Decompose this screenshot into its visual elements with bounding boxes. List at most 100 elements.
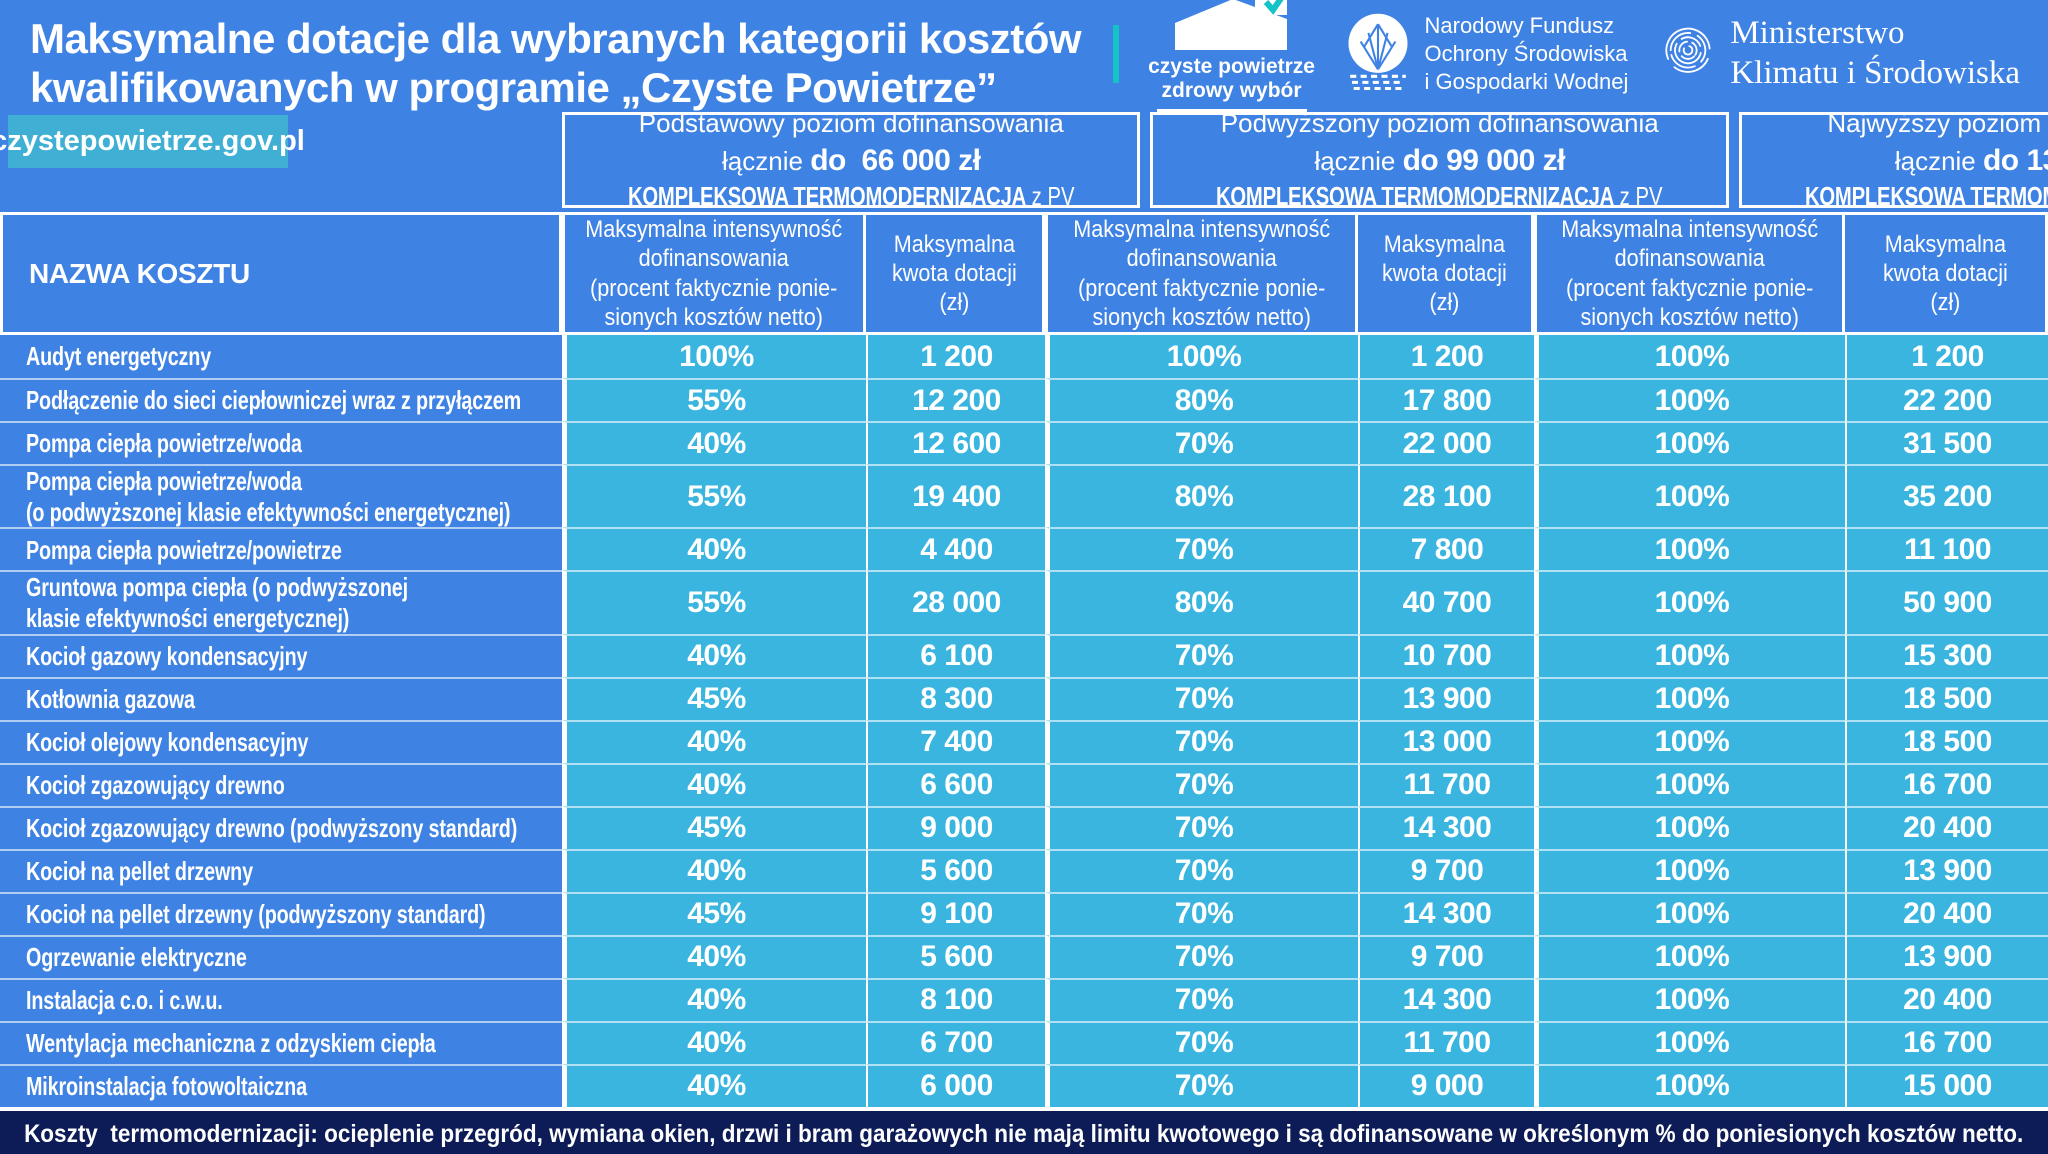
footer-note-bar: Koszty termomodernizacji: ocieplenie prz… bbox=[0, 1106, 2048, 1154]
cost-name: Kocioł olejowy kondensacyjny bbox=[26, 726, 309, 757]
elevated-level-subtitle: KOMPLEKSOWA TERMOMODERNIZACJA z PV bbox=[1216, 180, 1663, 214]
elevated-intensity-value: 70% bbox=[1045, 977, 1358, 1021]
nfosigw-logo-text: Narodowy Fundusz Ochrony Środowiska i Go… bbox=[1424, 13, 1629, 94]
tree-water-icon bbox=[1345, 12, 1411, 97]
cost-name-cell: Kocioł zgazowujący drewno (podwyższony s… bbox=[0, 805, 562, 849]
elevated-amount-value: 9 700 bbox=[1358, 934, 1534, 978]
basic-amount-header-text: Maksymalna kwota dotacji (zł) bbox=[891, 230, 1017, 317]
table-row: Instalacja c.o. i c.w.u. 40% 8 100 70% 1… bbox=[0, 977, 2048, 1021]
elevated-intensity-value: 80% bbox=[1045, 464, 1358, 528]
elevated-amount-value: 28 100 bbox=[1358, 464, 1534, 528]
cost-name-cell: Kotłownia gazowa bbox=[0, 676, 562, 720]
basic-amount-value: 5 600 bbox=[866, 848, 1045, 892]
cost-name: Pompa ciepła powietrze/woda (o podwyższo… bbox=[26, 466, 511, 527]
table-row: Kocioł zgazowujący drewno 40% 6 600 70% … bbox=[0, 762, 2048, 806]
basic-amount-value: 4 400 bbox=[866, 527, 1045, 571]
basic-level-subtitle-suffix: z PV bbox=[1026, 180, 1075, 211]
cost-name: Podłączenie do sieci ciepłowniczej wraz … bbox=[26, 385, 522, 416]
gov-link-badge[interactable]: czystepowietrze.gov.pl bbox=[0, 115, 305, 168]
basic-intensity-value: 55% bbox=[562, 464, 866, 528]
cost-name: Audyt energetyczny bbox=[26, 341, 212, 372]
basic-amount-value: 9 100 bbox=[866, 891, 1045, 935]
highest-intensity-value: 100% bbox=[1534, 421, 1845, 465]
basic-level-header: Podstawowy poziom dofinansowania łącznie… bbox=[562, 108, 1141, 211]
highest-amount-value: 18 500 bbox=[1845, 676, 2048, 720]
teal-divider bbox=[1112, 25, 1119, 83]
table-row: Wentylacja mechaniczna z odzyskiem ciepł… bbox=[0, 1020, 2048, 1064]
elevated-level-subtitle-bold: KOMPLEKSOWA TERMOMODERNIZACJA bbox=[1216, 180, 1615, 211]
basic-intensity-value: 45% bbox=[562, 676, 866, 720]
elevated-amount-value: 10 700 bbox=[1358, 633, 1534, 677]
cost-name-cell: Instalacja c.o. i c.w.u. bbox=[0, 977, 562, 1021]
elevated-amount-header: Maksymalna kwota dotacji (zł) bbox=[1358, 212, 1534, 336]
cost-name: Kocioł gazowy kondensacyjny bbox=[26, 640, 308, 671]
elevated-amount-value: 7 800 bbox=[1358, 527, 1534, 571]
basic-level-total: łącznie do 66 000 zł bbox=[722, 141, 981, 180]
highest-amount-value: 15 300 bbox=[1845, 633, 2048, 677]
elevated-intensity-value: 70% bbox=[1045, 1020, 1358, 1064]
ministry-logo: Ministerstwo Klimatu i Środowiska bbox=[1662, 14, 2020, 93]
highest-intensity-value: 100% bbox=[1534, 848, 1845, 892]
elevated-amount-value: 22 000 bbox=[1358, 421, 1534, 465]
table-row: Kotłownia gazowa 45% 8 300 70% 13 900 10… bbox=[0, 676, 2048, 720]
table-row: Kocioł olejowy kondensacyjny 40% 7 400 7… bbox=[0, 719, 2048, 763]
header-logos: czyste powietrze zdrowy wybór bbox=[1112, 0, 2020, 117]
cost-name-cell: Mikroinstalacja fotowoltaiczna bbox=[0, 1063, 562, 1107]
table-row: Kocioł gazowy kondensacyjny 40% 6 100 70… bbox=[0, 633, 2048, 677]
basic-amount-value: 6 600 bbox=[866, 762, 1045, 806]
highest-intensity-value: 100% bbox=[1534, 464, 1845, 528]
czyste-powietrze-logo: czyste powietrze zdrowy wybór bbox=[1148, 0, 1315, 117]
highest-intensity-value: 100% bbox=[1534, 527, 1845, 571]
table-row: Ogrzewanie elektryczne 40% 5 600 70% 9 7… bbox=[0, 934, 2048, 978]
highest-amount-value: 16 700 bbox=[1845, 1020, 2048, 1064]
band: czystepowietrze.gov.pl Podstawowy poziom… bbox=[0, 108, 2048, 212]
subheader-row: NAZWA KOSZTU Maksymalna intensywność dof… bbox=[0, 212, 2048, 336]
basic-amount-value: 7 400 bbox=[866, 719, 1045, 763]
elevated-intensity-value: 70% bbox=[1045, 421, 1358, 465]
highest-intensity-value: 100% bbox=[1534, 934, 1845, 978]
basic-intensity-value: 55% bbox=[562, 570, 866, 634]
highest-amount-value: 20 400 bbox=[1845, 805, 2048, 849]
header: Maksymalne dotacje dla wybranych kategor… bbox=[0, 0, 2048, 117]
elevated-amount-value: 1 200 bbox=[1358, 335, 1534, 379]
table-row: Gruntowa pompa ciepła (o podwyższonej kl… bbox=[0, 570, 2048, 634]
cost-name-cell: Gruntowa pompa ciepła (o podwyższonej kl… bbox=[0, 570, 562, 634]
elevated-intensity-value: 70% bbox=[1045, 527, 1358, 571]
cost-name-cell: Kocioł na pellet drzewny (podwyższony st… bbox=[0, 891, 562, 935]
basic-intensity-value: 40% bbox=[562, 848, 866, 892]
table-row: Kocioł zgazowujący drewno (podwyższony s… bbox=[0, 805, 2048, 849]
highest-amount-value: 50 900 bbox=[1845, 570, 2048, 634]
elevated-amount-value: 11 700 bbox=[1358, 1020, 1534, 1064]
cost-name: Kocioł zgazowujący drewno (podwyższony s… bbox=[26, 812, 518, 843]
basic-intensity-value: 55% bbox=[562, 378, 866, 422]
table-row: Podłączenie do sieci ciepłowniczej wraz … bbox=[0, 378, 2048, 422]
basic-intensity-value: 40% bbox=[562, 1063, 866, 1107]
elevated-amount-header-text: Maksymalna kwota dotacji (zł) bbox=[1382, 230, 1507, 317]
basic-intensity-value: 45% bbox=[562, 805, 866, 849]
elevated-intensity-header-text: Maksymalna intensywność dofinansowania (… bbox=[1073, 216, 1330, 331]
cost-name: Wentylacja mechaniczna z odzyskiem ciepł… bbox=[26, 1027, 436, 1058]
cost-name-cell: Ogrzewanie elektryczne bbox=[0, 934, 562, 978]
highest-amount-value: 20 400 bbox=[1845, 891, 2048, 935]
highest-amount-value: 1 200 bbox=[1845, 335, 2048, 379]
highest-intensity-value: 100% bbox=[1534, 1020, 1845, 1064]
elevated-amount-value: 9 000 bbox=[1358, 1063, 1534, 1107]
basic-amount-value: 12 600 bbox=[866, 421, 1045, 465]
basic-amount-value: 5 600 bbox=[866, 934, 1045, 978]
cost-name: Pompa ciepła powietrze/powietrze bbox=[26, 534, 342, 565]
basic-intensity-value: 40% bbox=[562, 762, 866, 806]
table-row: Mikroinstalacja fotowoltaiczna 40% 6 000… bbox=[0, 1063, 2048, 1107]
cost-name-cell: Kocioł olejowy kondensacyjny bbox=[0, 719, 562, 763]
elevated-amount-value: 40 700 bbox=[1358, 570, 1534, 634]
funding-level-headers: Podstawowy poziom dofinansowania łącznie… bbox=[562, 108, 2048, 211]
basic-level-total-amount: do 66 000 zł bbox=[810, 143, 981, 177]
cost-name-cell: Kocioł gazowy kondensacyjny bbox=[0, 633, 562, 677]
cost-name: Mikroinstalacja fotowoltaiczna bbox=[26, 1070, 307, 1101]
basic-amount-value: 28 000 bbox=[866, 570, 1045, 634]
czyste-powietrze-logo-text: czyste powietrze zdrowy wybór bbox=[1148, 54, 1315, 102]
basic-level-subtitle: KOMPLEKSOWA TERMOMODERNIZACJA z PV bbox=[628, 180, 1075, 214]
highest-level-subtitle: KOMPLEKSOWA TERMOMODERNIZACJA z PV bbox=[1805, 180, 2048, 214]
highest-intensity-header-text: Maksymalna intensywność dofinansowania (… bbox=[1561, 216, 1818, 331]
elevated-intensity-value: 70% bbox=[1045, 762, 1358, 806]
elevated-intensity-value: 100% bbox=[1045, 335, 1358, 379]
